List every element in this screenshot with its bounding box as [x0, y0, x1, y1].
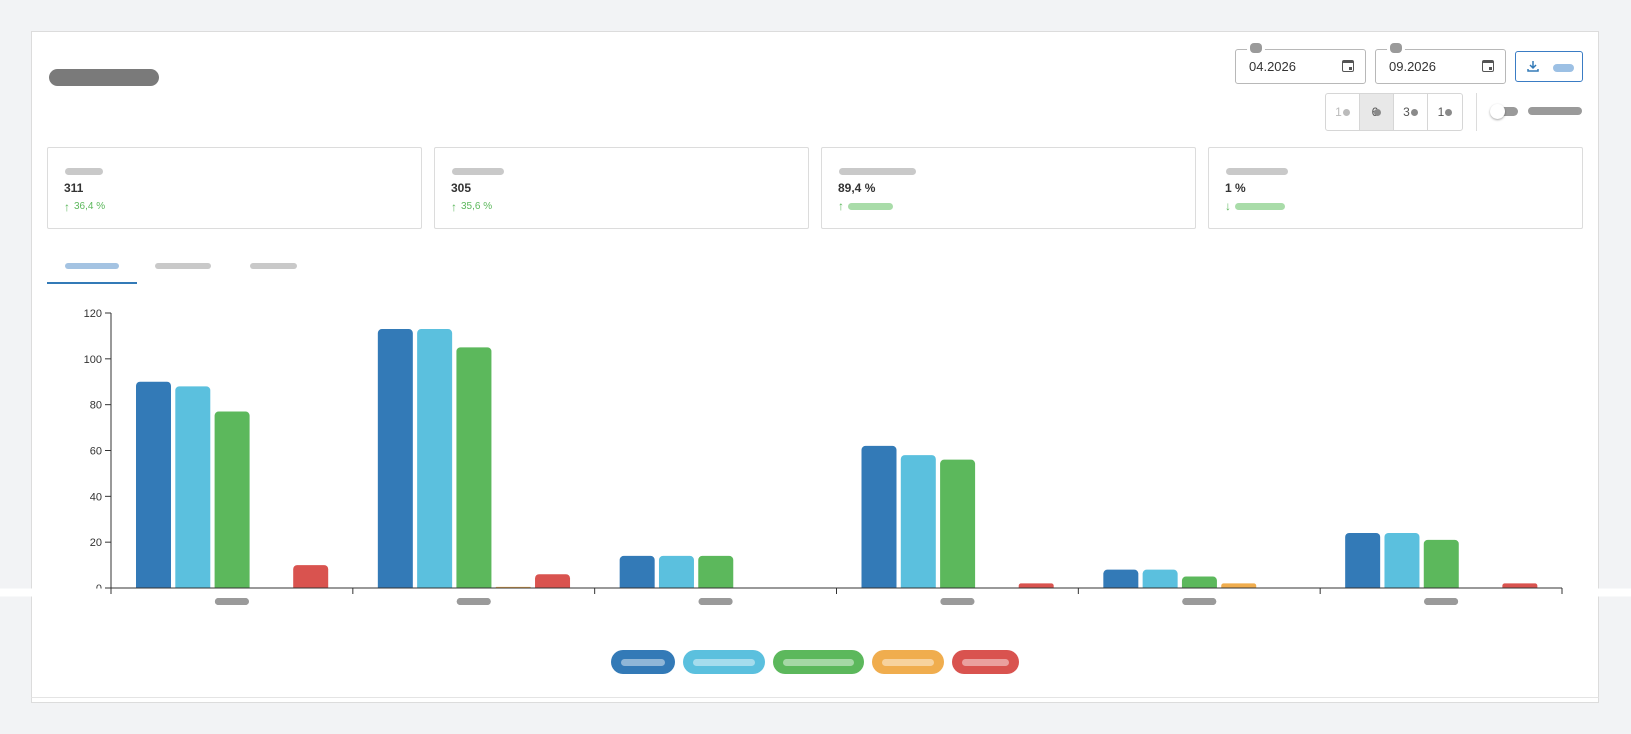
bar-series-5	[293, 565, 329, 592]
compare-toggle[interactable]	[1494, 107, 1518, 116]
bar-series-1	[377, 329, 413, 592]
bar-series-1	[136, 381, 171, 592]
kpi-card-2: 305 ↑ 35,6 %	[434, 147, 809, 229]
legend-item-series-3[interactable]	[773, 650, 864, 674]
start-date-label	[1250, 43, 1262, 53]
tab-1[interactable]	[65, 263, 119, 269]
start-date-field[interactable]: 04.2026	[1235, 43, 1366, 84]
kpi-delta: ↑	[838, 199, 893, 213]
bar-series-3	[214, 411, 250, 592]
bar-series-2	[658, 555, 694, 592]
x-tick-label	[1424, 598, 1459, 605]
start-date-value: 04.2026	[1249, 59, 1296, 74]
tab-2[interactable]	[155, 263, 211, 269]
legend-item-series-2[interactable]	[683, 650, 765, 674]
bar-series-3	[1423, 539, 1459, 592]
calendar-icon[interactable]	[1342, 60, 1354, 72]
download-icon	[1527, 61, 1539, 72]
bar-series-2	[417, 329, 453, 592]
legend-item-series-5[interactable]	[952, 650, 1019, 674]
kpi-value: 89,4 %	[838, 181, 876, 195]
export-label	[1553, 64, 1574, 72]
compare-toggle-knob[interactable]	[1490, 104, 1505, 119]
x-tick-label	[456, 598, 491, 605]
tab-active-indicator	[47, 282, 137, 284]
period-option-1[interactable]: 1	[1326, 94, 1360, 130]
bar-series-2	[1142, 569, 1178, 592]
period-selector[interactable]: 1 6 3 1	[1325, 93, 1463, 131]
bar-series-2	[1384, 533, 1420, 592]
calendar-icon[interactable]	[1482, 60, 1494, 72]
end-date-value: 09.2026	[1389, 59, 1436, 74]
x-tick-label	[698, 598, 733, 605]
kpi-card-3: 89,4 % ↑	[821, 147, 1196, 229]
kpi-caption	[839, 168, 916, 175]
kpi-caption	[452, 168, 504, 175]
bar-series-1	[1345, 533, 1381, 592]
y-tick-label: 60	[90, 446, 102, 458]
period-option-1b[interactable]: 1	[1428, 94, 1462, 130]
arrow-up-icon: ↑	[451, 199, 457, 214]
arrow-up-icon: ↑	[838, 199, 844, 213]
export-button[interactable]	[1515, 51, 1583, 82]
kpi-value: 1 %	[1225, 181, 1246, 195]
y-tick-label: 40	[90, 491, 102, 503]
kpi-value: 311	[64, 181, 84, 195]
kpi-caption	[1226, 168, 1288, 175]
bar-series-2	[175, 386, 211, 592]
kpi-delta: ↑ 35,6 %	[451, 199, 493, 214]
kpi-card-4: 1 % ↓	[1208, 147, 1583, 229]
panel-footer-edge	[31, 697, 1599, 703]
kpi-card-1: 311 ↑ 36,4 %	[47, 147, 422, 229]
bar-series-1	[619, 555, 655, 592]
end-date-field[interactable]: 09.2026	[1375, 43, 1506, 84]
y-tick-label: 120	[84, 308, 102, 320]
compare-toggle-label	[1528, 107, 1582, 115]
bar-series-2	[900, 455, 936, 592]
y-tick-label: 20	[90, 537, 102, 549]
tab-3[interactable]	[250, 263, 297, 269]
bar-series-3	[698, 555, 734, 592]
toolbar-divider	[1476, 93, 1477, 131]
period-option-6[interactable]: 6	[1360, 94, 1394, 130]
kpi-delta-pill	[848, 202, 893, 210]
x-tick-label	[940, 598, 975, 605]
bar-series-3	[940, 459, 976, 592]
kpi-delta: ↑ 36,4 %	[64, 199, 106, 214]
y-tick-label: 100	[84, 354, 102, 366]
bar-series-3	[456, 347, 492, 592]
arrow-up-icon: ↑	[64, 199, 70, 214]
bar-series-1	[1103, 569, 1139, 592]
legend-item-series-4[interactable]	[872, 650, 944, 674]
end-date-label	[1390, 43, 1402, 53]
page-title	[49, 69, 159, 86]
kpi-delta-pill	[1235, 202, 1285, 210]
x-tick-label	[1182, 598, 1217, 605]
period-option-3[interactable]: 3	[1394, 94, 1428, 130]
kpi-delta: ↓	[1225, 199, 1285, 213]
kpi-caption	[65, 168, 103, 175]
legend-item-series-1[interactable]	[611, 650, 675, 674]
arrow-down-icon: ↓	[1225, 199, 1231, 213]
x-tick-label	[214, 598, 249, 605]
bar-baseline-mask	[0, 588, 1631, 597]
kpi-value: 305	[451, 181, 472, 195]
bar-series-1	[861, 445, 897, 592]
y-tick-label: 80	[90, 400, 102, 412]
